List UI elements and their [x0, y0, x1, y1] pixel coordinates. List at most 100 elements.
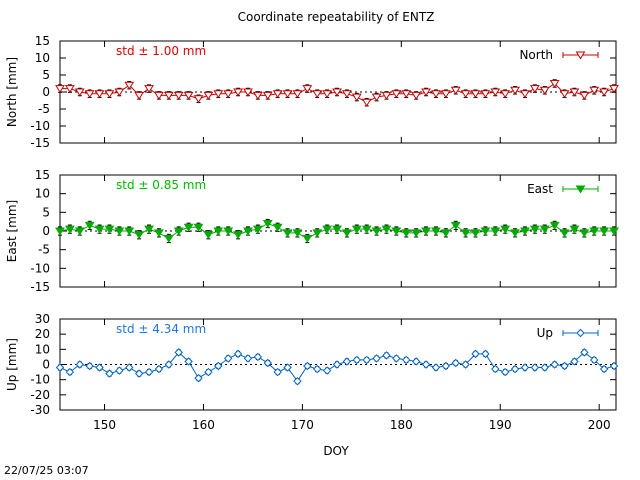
data-point	[352, 355, 362, 365]
x-tick-label: 200	[588, 418, 611, 432]
data-point	[549, 79, 560, 88]
data-point	[529, 84, 540, 94]
point-marker	[134, 369, 144, 378]
point-marker	[105, 369, 114, 378]
data-point	[312, 89, 323, 99]
data-point	[569, 87, 580, 97]
point-marker	[599, 364, 609, 374]
data-point	[252, 91, 263, 100]
data-point	[520, 226, 530, 236]
point-marker	[332, 360, 342, 369]
data-point	[64, 84, 75, 94]
data-point	[144, 224, 154, 234]
data-point	[74, 226, 85, 236]
point-marker	[470, 229, 481, 238]
x-tick-label: 160	[192, 418, 215, 432]
data-point	[283, 363, 292, 372]
point-marker	[599, 88, 610, 97]
data-point	[510, 228, 520, 238]
y-tick-label: -10	[30, 261, 50, 275]
point-marker	[450, 221, 461, 230]
data-point	[243, 87, 253, 97]
point-marker	[312, 229, 323, 238]
y-tick-label: 10	[35, 342, 50, 356]
point-marker	[84, 221, 95, 230]
data-point	[599, 364, 609, 374]
data-point	[194, 373, 203, 383]
point-marker	[490, 88, 501, 97]
data-point	[223, 89, 234, 99]
panels: -15 -10 -5 0 5 10 15 North [mm] std ± 1.00 mm Nor…	[5, 34, 619, 432]
point-marker	[263, 358, 272, 368]
point-marker	[381, 225, 392, 234]
data-point	[530, 363, 540, 372]
data-point	[243, 354, 253, 363]
data-point	[214, 361, 223, 371]
y-tick-label: 15	[35, 34, 50, 48]
point-marker	[529, 85, 540, 94]
point-marker	[569, 88, 580, 97]
point-marker	[124, 81, 135, 90]
point-marker	[361, 98, 372, 107]
y-tick-label: 0	[42, 85, 50, 99]
data-point	[550, 360, 559, 369]
panel-north: -15 -10 -5 0 5 10 15 North [mm] std ± 1.00 mm Nor…	[5, 34, 619, 150]
data-point	[154, 364, 164, 374]
point-marker	[351, 225, 362, 234]
point-marker	[401, 90, 412, 99]
data-point	[303, 361, 312, 371]
point-marker	[351, 93, 362, 102]
data-point	[361, 97, 372, 107]
data-point	[411, 357, 421, 366]
data-point	[391, 89, 402, 99]
point-marker	[262, 220, 273, 228]
y-tick-label: 15	[35, 168, 50, 182]
point-marker	[253, 352, 263, 362]
data-point	[292, 228, 303, 238]
point-marker	[500, 225, 511, 234]
point-marker	[213, 90, 224, 99]
data-point	[381, 91, 392, 100]
point-marker	[303, 361, 312, 371]
std-label: std ± 0.85 mm	[116, 178, 206, 192]
point-marker	[440, 229, 451, 238]
point-marker	[609, 85, 619, 94]
point-marker	[441, 361, 451, 371]
data-point	[272, 89, 283, 99]
point-marker	[460, 229, 471, 238]
legend-label: East	[527, 182, 553, 196]
point-marker	[520, 363, 530, 372]
y-tick-label: -15	[30, 136, 50, 150]
data-point	[599, 87, 610, 97]
data-point	[64, 224, 75, 234]
data-point	[500, 367, 510, 377]
timestamp: 22/07/25 03:07	[4, 464, 89, 477]
point-marker	[243, 227, 253, 236]
point-marker	[589, 227, 600, 236]
data-point	[302, 84, 313, 94]
data-point	[313, 364, 322, 374]
std-label: std ± 1.00 mm	[116, 44, 206, 58]
data-point	[381, 224, 392, 234]
data-point	[332, 224, 342, 234]
point-marker	[471, 349, 480, 359]
data-point	[183, 91, 194, 100]
data-point	[609, 226, 619, 236]
data-point	[104, 89, 115, 99]
point-marker	[74, 227, 85, 236]
data-point	[163, 91, 174, 100]
data-point	[361, 224, 372, 234]
point-marker	[569, 225, 580, 234]
point-marker	[371, 93, 382, 102]
point-marker	[510, 229, 520, 238]
point-marker	[332, 88, 342, 97]
point-marker	[302, 85, 313, 94]
data-point	[421, 87, 431, 97]
point-marker	[461, 360, 470, 369]
data-point	[263, 358, 272, 368]
point-marker	[332, 225, 342, 234]
data-point	[233, 87, 243, 97]
data-point	[74, 87, 85, 97]
data-point	[203, 230, 214, 240]
point-marker	[529, 225, 540, 234]
